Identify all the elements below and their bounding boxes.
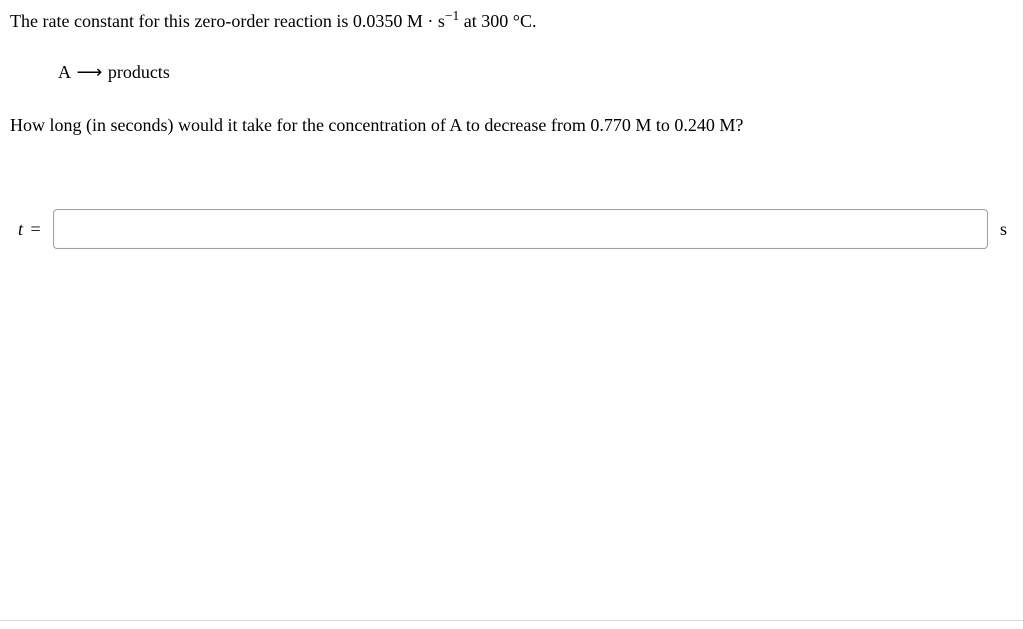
answer-input[interactable] (53, 209, 988, 249)
question-line-3: How long (in seconds) would it take for … (10, 112, 1013, 139)
rate-constant-value: 0.0350 M · s (353, 11, 445, 31)
answer-equals: = (23, 219, 41, 239)
reaction-rhs: products (103, 62, 170, 82)
rate-constant-exp: −1 (445, 8, 459, 23)
answer-unit: s (1000, 219, 1013, 240)
reaction-equation: A ⟶ products (10, 59, 1013, 86)
question-text: The rate constant for this zero-order re… (10, 8, 1013, 139)
panel-bottom-divider (0, 620, 1023, 621)
question-line-1: The rate constant for this zero-order re… (10, 8, 1013, 35)
answer-row: t = s (10, 209, 1013, 249)
answer-label: t = (18, 219, 41, 240)
line1-pre: The rate constant for this zero-order re… (10, 11, 353, 31)
line1-post: at 300 °C. (459, 11, 536, 31)
reaction-lhs: A (58, 62, 75, 82)
reaction-arrow-icon: ⟶ (75, 62, 104, 82)
question-panel: The rate constant for this zero-order re… (0, 0, 1024, 629)
